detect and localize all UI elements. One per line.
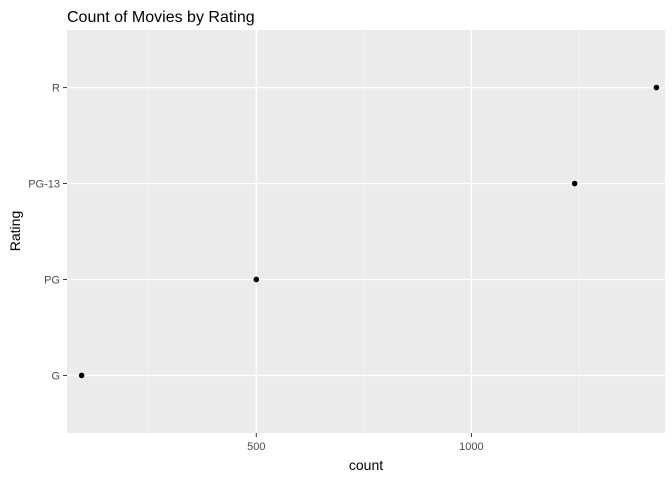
x-axis: 500 1000 (247, 433, 484, 453)
y-tick-label-r: R (52, 83, 60, 95)
x-tick-label: 500 (247, 441, 265, 453)
plot-panel (67, 30, 665, 433)
y-tick-label-pg-13: PG-13 (28, 179, 60, 191)
y-axis: G PG PG-13 R (28, 83, 67, 382)
x-axis-title: count (349, 457, 383, 473)
data-point-pg (253, 276, 260, 283)
y-tick-label-g: G (51, 370, 60, 382)
chart-title: Count of Movies by Rating (67, 9, 255, 26)
x-tick-label: 1000 (459, 441, 483, 453)
data-points (78, 84, 660, 379)
y-axis-title: Rating (7, 211, 23, 251)
data-point-g (78, 372, 85, 379)
y-tick-label-pg: PG (44, 274, 60, 286)
data-point-r (653, 84, 660, 91)
minor-grid (148, 30, 580, 433)
data-point-pg-13 (571, 180, 578, 187)
major-grid (67, 30, 665, 433)
